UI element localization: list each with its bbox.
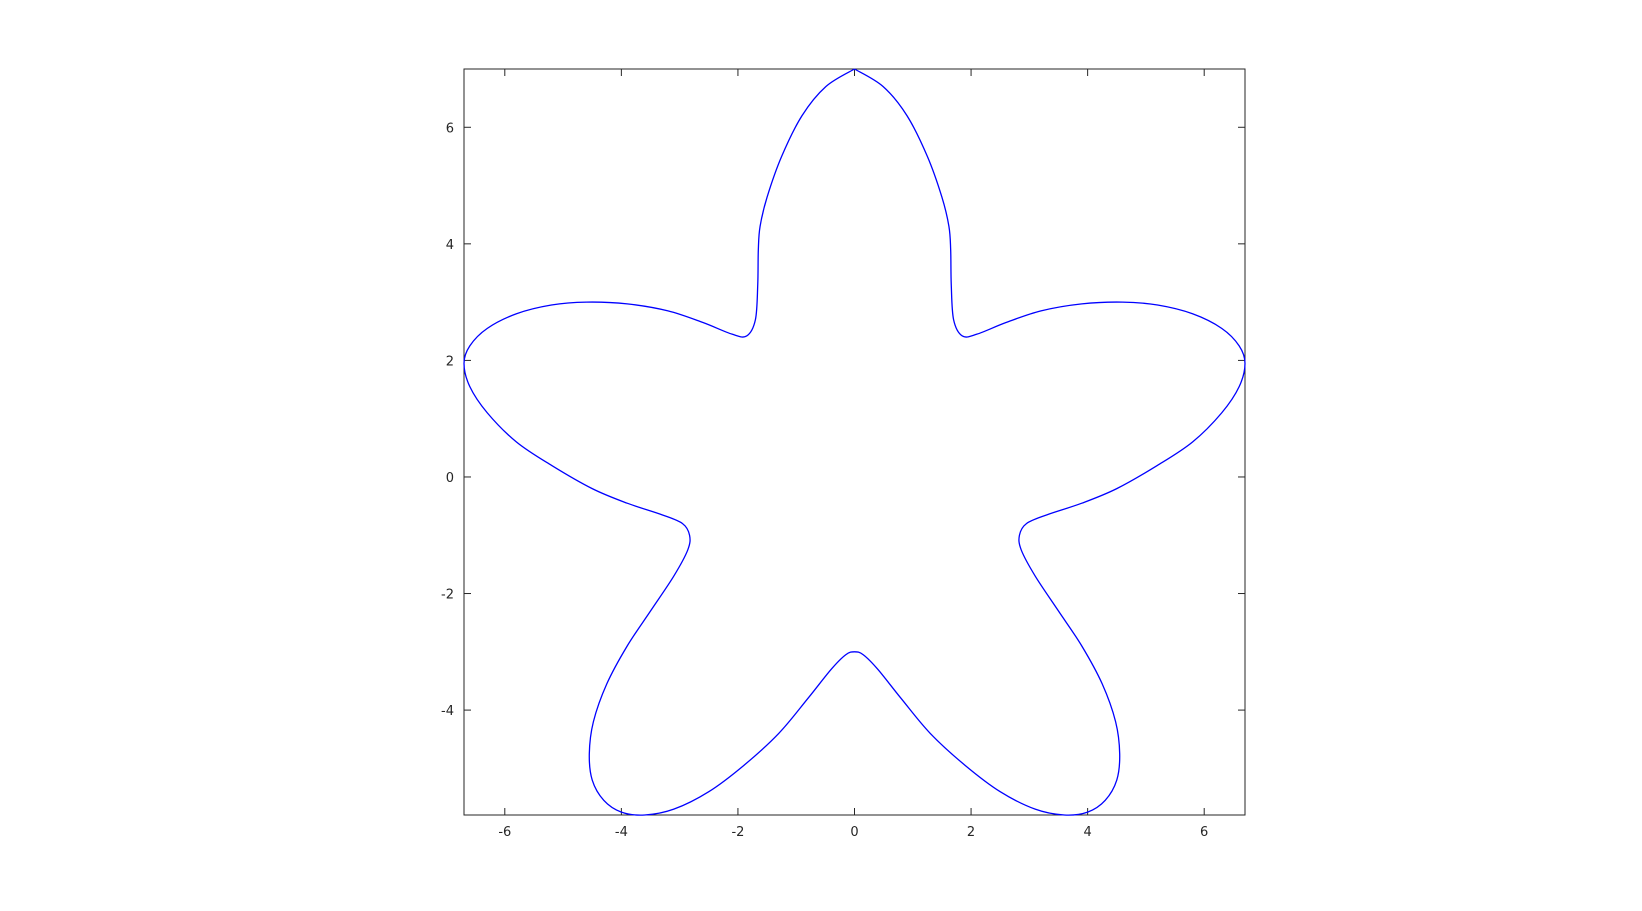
y-tick-label: -4 — [441, 704, 454, 719]
series-line — [463, 68, 1246, 816]
y-tick-label: 6 — [446, 121, 454, 136]
axes-frame — [463, 68, 1246, 816]
x-axis: -6 -4 -2 0 2 4 6 — [498, 69, 1208, 840]
y-axis: -4 -2 0 2 4 6 — [441, 121, 1245, 719]
x-tick-label: 2 — [967, 825, 975, 840]
x-tick-label: -6 — [498, 825, 511, 840]
plot-area: -6 -4 -2 0 2 4 6 -4 -2 0 2 4 6 — [441, 68, 1246, 840]
y-tick-label: 4 — [446, 238, 454, 253]
x-tick-label: 4 — [1083, 825, 1091, 840]
y-tick-label: 0 — [446, 471, 454, 486]
x-tick-label: -2 — [731, 825, 744, 840]
x-tick-label: 0 — [850, 825, 858, 840]
y-tick-label: 2 — [446, 354, 454, 369]
y-tick-label: -2 — [441, 588, 454, 603]
x-tick-label: -4 — [615, 825, 628, 840]
x-tick-label: 6 — [1200, 825, 1208, 840]
